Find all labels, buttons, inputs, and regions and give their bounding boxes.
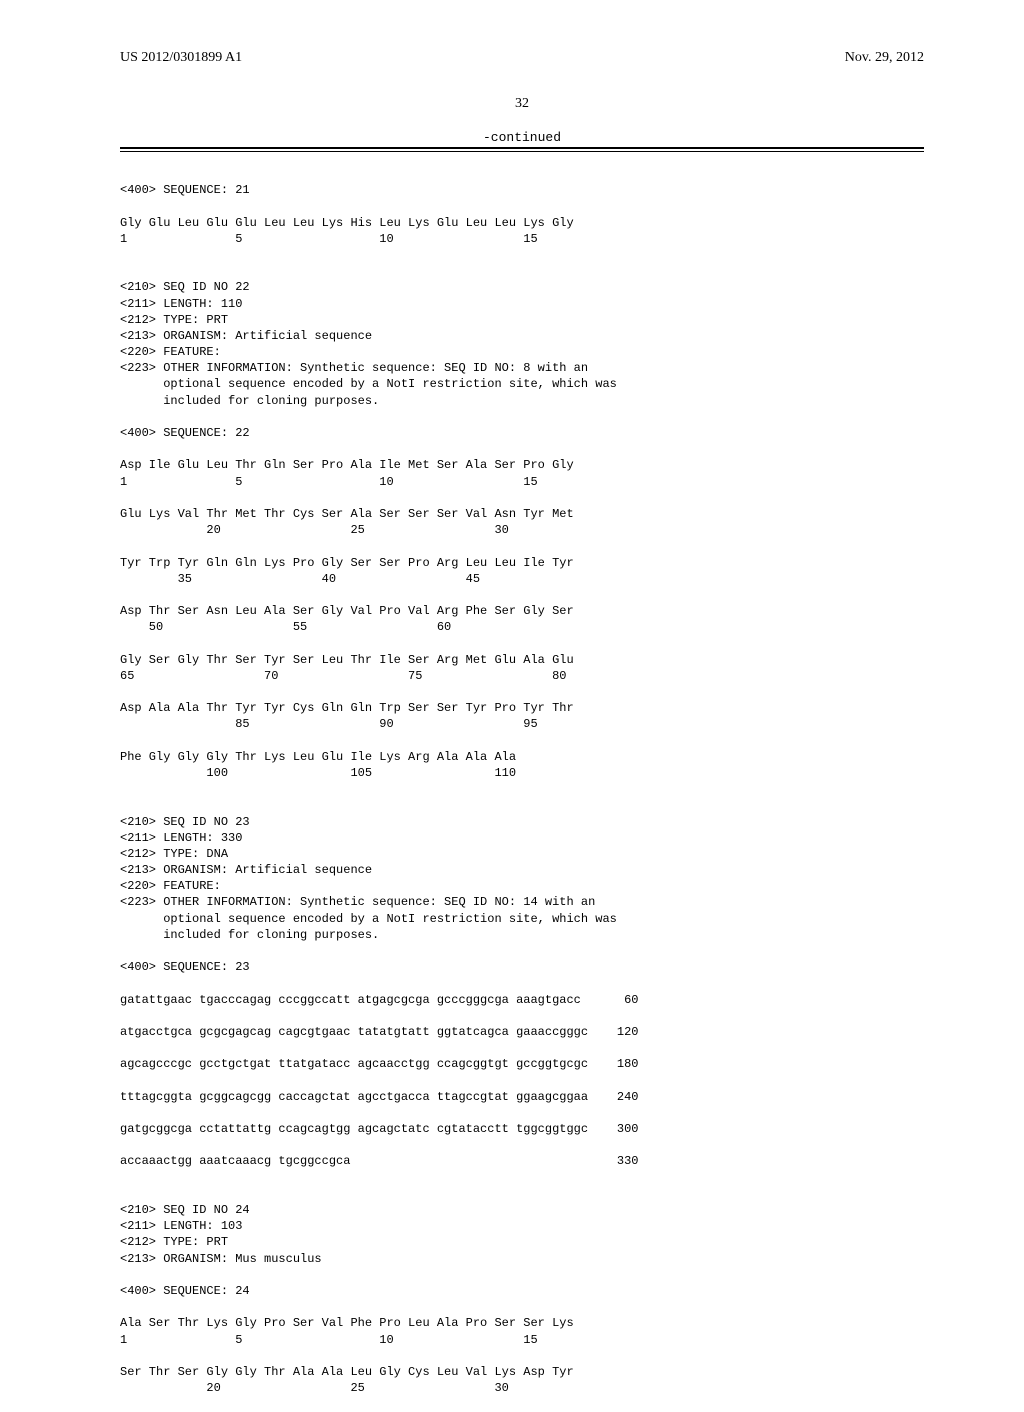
page-header: US 2012/0301899 A1 Nov. 29, 2012 bbox=[120, 50, 924, 66]
sequence-block: <400> SEQUENCE: 21 Gly Glu Leu Glu Glu L… bbox=[120, 166, 924, 263]
patent-page: US 2012/0301899 A1 Nov. 29, 2012 32 -con… bbox=[0, 0, 1024, 1320]
rule-bottom bbox=[120, 151, 924, 152]
sequence-block: <210> SEQ ID NO 23 <211> LENGTH: 330 <21… bbox=[120, 797, 924, 1186]
publication-number: US 2012/0301899 A1 bbox=[120, 50, 242, 66]
page-number: 32 bbox=[120, 96, 924, 112]
sequence-block: <210> SEQ ID NO 22 <211> LENGTH: 110 <21… bbox=[120, 263, 924, 797]
sequence-block: <210> SEQ ID NO 24 <211> LENGTH: 103 <21… bbox=[120, 1186, 924, 1412]
continued-label: -continued bbox=[120, 130, 924, 145]
rule-top bbox=[120, 147, 924, 149]
sequence-listing: <400> SEQUENCE: 21 Gly Glu Leu Glu Glu L… bbox=[120, 166, 924, 1412]
publication-date: Nov. 29, 2012 bbox=[845, 50, 924, 66]
